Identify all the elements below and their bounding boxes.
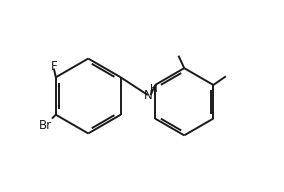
Text: N: N	[144, 89, 153, 102]
Text: H: H	[150, 84, 157, 94]
Text: Br: Br	[39, 119, 52, 132]
Text: F: F	[51, 60, 57, 73]
